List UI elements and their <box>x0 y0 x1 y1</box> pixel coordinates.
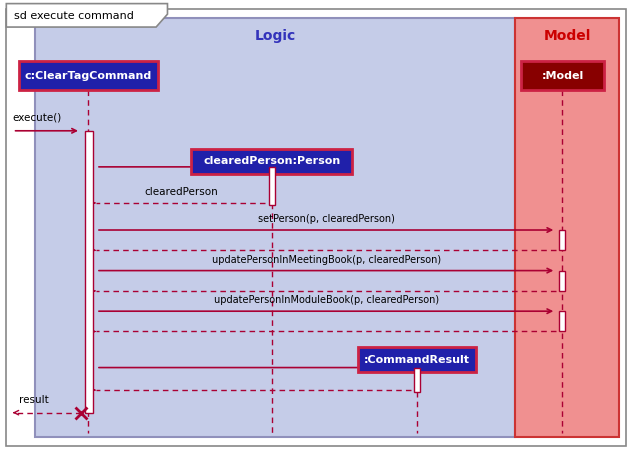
Polygon shape <box>6 4 167 27</box>
Bar <box>559 271 565 291</box>
Bar <box>559 230 565 250</box>
Text: updatePersonInMeetingBook(p, clearedPerson): updatePersonInMeetingBook(p, clearedPers… <box>212 255 441 265</box>
Text: execute(): execute() <box>13 113 62 123</box>
Bar <box>414 368 420 392</box>
Text: updatePersonInModuleBook(p, clearedPerson): updatePersonInModuleBook(p, clearedPerso… <box>214 295 439 305</box>
Text: clearedPerson:Person: clearedPerson:Person <box>203 156 341 166</box>
Bar <box>559 311 565 331</box>
Text: Logic: Logic <box>254 29 296 43</box>
Bar <box>85 131 93 413</box>
Text: :Model: :Model <box>542 70 583 81</box>
Bar <box>269 167 275 205</box>
Text: sd execute command: sd execute command <box>14 11 134 21</box>
Bar <box>515 18 619 437</box>
Bar <box>358 347 476 372</box>
Text: result: result <box>19 396 49 405</box>
Bar <box>191 149 352 174</box>
Bar <box>19 61 158 90</box>
Text: clearedPerson: clearedPerson <box>144 187 217 197</box>
Text: setPerson(p, clearedPerson): setPerson(p, clearedPerson) <box>258 214 394 224</box>
Bar <box>521 61 604 90</box>
Text: Model: Model <box>544 29 591 43</box>
Text: :CommandResult: :CommandResult <box>364 354 470 365</box>
Bar <box>35 18 515 437</box>
Text: c:ClearTagCommand: c:ClearTagCommand <box>25 70 152 81</box>
